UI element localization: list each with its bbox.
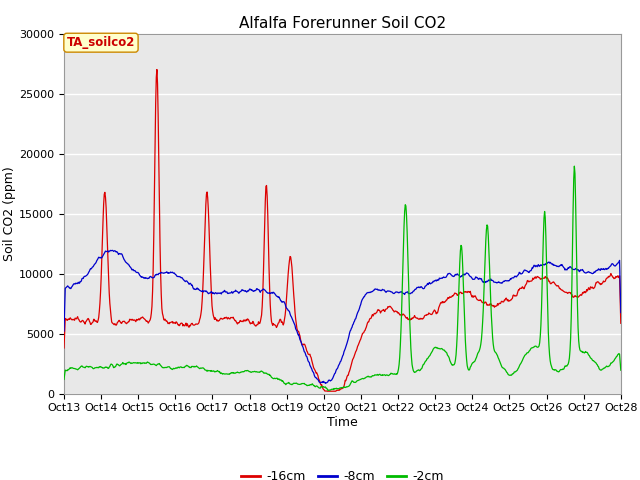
Legend: -16cm, -8cm, -2cm: -16cm, -8cm, -2cm xyxy=(236,465,449,480)
X-axis label: Time: Time xyxy=(327,416,358,429)
Text: TA_soilco2: TA_soilco2 xyxy=(67,36,135,49)
Y-axis label: Soil CO2 (ppm): Soil CO2 (ppm) xyxy=(3,166,17,261)
Title: Alfalfa Forerunner Soil CO2: Alfalfa Forerunner Soil CO2 xyxy=(239,16,446,31)
